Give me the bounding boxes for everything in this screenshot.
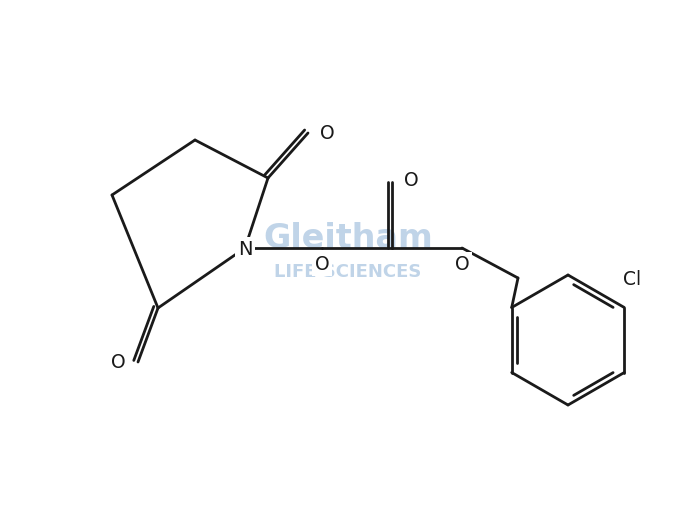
Text: O: O (454, 254, 469, 274)
Text: O: O (111, 353, 126, 371)
Text: N: N (238, 240, 252, 258)
Text: Cl: Cl (623, 270, 641, 289)
Text: O: O (320, 124, 335, 142)
Text: LIFE SCIENCES: LIFE SCIENCES (274, 263, 422, 281)
Text: O: O (315, 254, 329, 274)
Text: Gleitham: Gleitham (263, 222, 433, 254)
Text: O: O (404, 171, 418, 189)
